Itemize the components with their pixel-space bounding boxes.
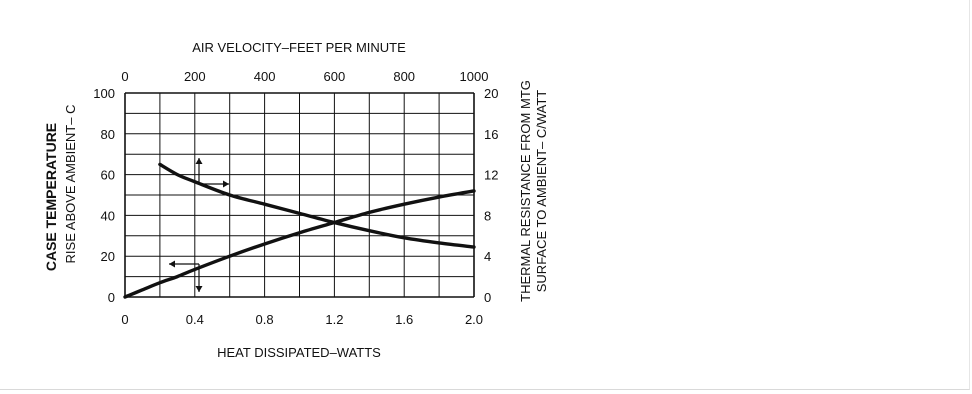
y-right-tick-label: 20: [484, 86, 498, 101]
arrow-down-bottom-axis-head: [195, 286, 203, 292]
y-right-tick-label: 8: [484, 208, 491, 223]
chart-tick-labels: 0 0.4 0.8 1.2 1.6 2.00 200 400 600 800 10000204060…: [93, 69, 498, 327]
y-left-axis-title-line2: RISE ABOVE AMBIENT– C: [63, 105, 78, 264]
y-right-axis-title-line1: THERMAL RESISTANCE FROM MTG: [518, 80, 533, 302]
x-bottom-tick-label: 0: [121, 312, 128, 327]
y-left-tick-label: 60: [101, 168, 115, 183]
series-thermal-resistance-line: [158, 162, 476, 249]
y-left-tick-label: 20: [101, 249, 115, 264]
arrow-right-top-axis-head: [223, 180, 229, 188]
x-bottom-tick-label: 1.2: [325, 312, 343, 327]
y-left-axis-title-line1: CASE TEMPERATURE: [43, 123, 59, 271]
arrow-up-right-axis-head: [195, 158, 203, 164]
x-bottom-tick-label: 2.0: [465, 312, 483, 327]
y-left-tick-label: 40: [101, 208, 115, 223]
x-top-tick-label: 400: [254, 69, 276, 84]
x-bottom-tick-label: 0.8: [256, 312, 274, 327]
y-right-tick-label: 12: [484, 168, 498, 183]
x-top-axis-title: AIR VELOCITY–FEET PER MINUTE: [192, 40, 406, 55]
x-top-tick-label: 0: [121, 69, 128, 84]
arrow-left-left-axis-head: [169, 260, 175, 268]
x-bottom-tick-label: 0.4: [186, 312, 204, 327]
series-temperature-rise-line: [123, 189, 476, 299]
x-top-tick-label: 200: [184, 69, 206, 84]
x-top-tick-label: 800: [393, 69, 415, 84]
x-bottom-tick-label: 1.6: [395, 312, 413, 327]
y-left-tick-label: 0: [108, 290, 115, 305]
chart-curves: [123, 162, 476, 299]
x-top-tick-label: 1000: [460, 69, 489, 84]
y-right-tick-label: 16: [484, 127, 498, 142]
chart-grid: [124, 92, 475, 298]
y-right-axis-title-line2: SURFACE TO AMBIENT– C/WATT: [534, 90, 549, 293]
x-top-tick-label: 600: [324, 69, 346, 84]
y-right-tick-label: 4: [484, 249, 491, 264]
y-left-tick-label: 80: [101, 127, 115, 142]
chart-arrows: [169, 158, 229, 292]
x-bottom-axis-title: HEAT DISSIPATED–WATTS: [217, 345, 381, 360]
y-left-tick-label: 100: [93, 86, 115, 101]
y-right-tick-label: 0: [484, 290, 491, 305]
